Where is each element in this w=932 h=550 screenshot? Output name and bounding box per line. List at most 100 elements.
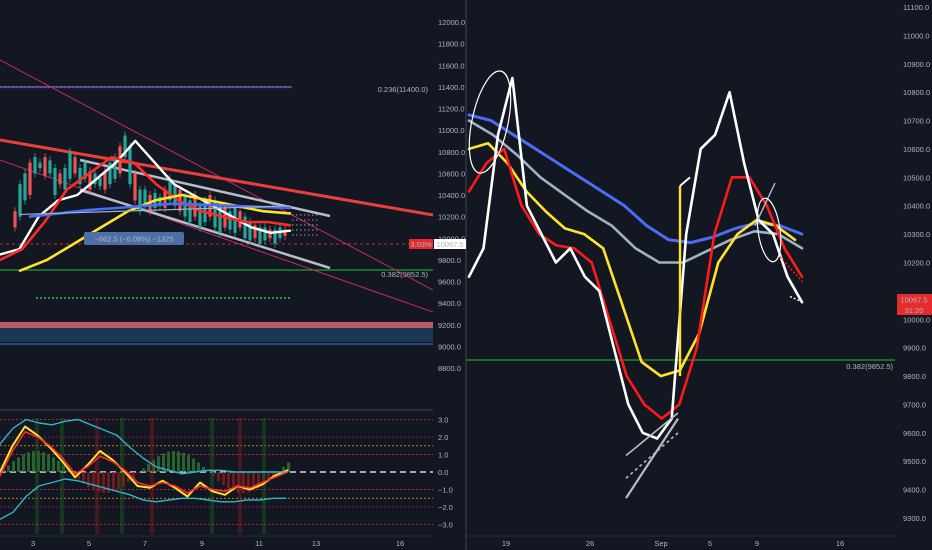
left-ma-line-1 (0, 155, 292, 262)
osc-hist-bar (242, 472, 245, 493)
candle-body (23, 173, 27, 201)
osc-hist-bar (22, 454, 25, 472)
osc-bg-stripe (262, 418, 266, 534)
right-countdown: 31:20 (905, 306, 924, 315)
candle-body (63, 167, 67, 190)
candle-body (103, 171, 107, 190)
osc-hist-bar (7, 465, 10, 472)
candle-body (258, 227, 262, 244)
candle-body (173, 184, 177, 206)
osc-hist-bar (62, 465, 65, 472)
candle-body (68, 151, 72, 179)
osc-bg-stripe (210, 418, 214, 534)
right-grey-diagonal-3 (625, 418, 679, 499)
osc-hist-bar (142, 468, 145, 472)
osc-hist-bar (222, 472, 225, 485)
y-tick-label: 9200.0 (438, 321, 461, 330)
price-tag-left: 10067.5 (436, 240, 463, 249)
osc-hist-bar (122, 472, 125, 487)
pct-tag-bg (409, 239, 433, 249)
osc-hist-bar (257, 472, 260, 489)
y-tick-label: 11000.0 (438, 126, 465, 135)
right-series-slow2 (467, 119, 804, 264)
right-x-tick-label: 26 (586, 539, 594, 548)
osc-bg-stripe (238, 418, 242, 534)
y-tick-label: 10800.0 (438, 148, 465, 157)
osc-y-tick: 1.0 (438, 451, 448, 460)
candle-body (13, 211, 17, 228)
osc-hist-bar (192, 458, 195, 472)
right-y-tick: 10700.0 (903, 117, 930, 126)
osc-hist-bar (247, 472, 250, 493)
candle-body (48, 160, 52, 174)
candle-body (98, 177, 102, 187)
osc-hist-bar (287, 462, 290, 472)
osc-hist-bar (2, 470, 5, 472)
y-tick-label: 11200.0 (438, 105, 465, 114)
osc-hist-bar (282, 466, 285, 472)
right-grey-diagonal-1 (625, 412, 679, 457)
pct-tag: 3.03% (410, 240, 432, 249)
osc-hist-bar (232, 472, 235, 491)
osc-hist-bar (77, 472, 80, 480)
right-x-tick-label: Sep (654, 539, 667, 548)
osc-hist-bar (272, 472, 275, 477)
osc-y-tick: −2.0 (438, 503, 453, 512)
osc-hist-bar (12, 461, 15, 472)
candle-body (283, 229, 287, 237)
right-x-tick-label: 19 (502, 539, 510, 548)
osc-y-tick: 0.0 (438, 468, 448, 477)
right-x-tick-label: 5 (708, 539, 712, 548)
osc-hist-bar (87, 472, 90, 488)
candle-body (243, 216, 247, 239)
candle-body (168, 178, 172, 201)
right-y-tick: 11100.0 (903, 3, 929, 12)
osc-hist-bar (47, 454, 50, 472)
osc-y-tick: −1.0 (438, 486, 453, 495)
osc-bg-stripe (35, 418, 39, 534)
right-x-tick-label: 16 (836, 539, 844, 548)
candle-body (43, 157, 47, 176)
right-y-tick: 10200.0 (903, 259, 930, 268)
osc-y-tick: −3.0 (438, 521, 453, 530)
candle-body (253, 225, 257, 239)
right-x-tick-label: 9 (755, 539, 759, 548)
right-y-tick: 9800.0 (903, 372, 926, 381)
osc-hist-bar (92, 472, 95, 491)
osc-hist-bar (197, 462, 200, 472)
osc-cyan-upper (0, 418, 287, 475)
y-tick-label: 11800.0 (438, 40, 465, 49)
osc-hist-bar (227, 472, 230, 489)
y-tick-label: 12000.0 (438, 18, 465, 27)
osc-hist-bar (157, 456, 160, 472)
x-tick-label: 3 (31, 539, 35, 548)
osc-bg-stripe (60, 418, 64, 534)
right-price-tag: 10067.5 (900, 296, 927, 305)
candle-body (188, 200, 192, 223)
osc-hist-bar (17, 457, 20, 472)
candle-body (218, 205, 222, 233)
right-series-price (467, 76, 804, 440)
measure-label: −662.5 (−6.08%) −1325 (94, 235, 173, 244)
osc-hist-bar (187, 455, 190, 472)
candle-body (183, 197, 187, 217)
candle-body (73, 157, 77, 174)
right-grey-diagonal-2 (625, 432, 679, 479)
candle-body (128, 146, 132, 185)
osc-hist-bar (262, 472, 265, 485)
right-countdown-bg (897, 305, 932, 315)
left-ma-line-3 (28, 202, 292, 218)
osc-hist-bar (102, 472, 105, 493)
osc-hist-bar (212, 472, 215, 477)
right-highlight-ellipse-2 (756, 197, 782, 263)
osc-hist-bar (167, 451, 170, 472)
osc-hist-bar (67, 469, 70, 472)
osc-hist-bar (237, 472, 240, 493)
y-tick-label: 9400.0 (438, 299, 461, 308)
candle-body (228, 211, 232, 230)
y-tick-label: 10400.0 (438, 191, 465, 200)
y-tick-label: 11600.0 (438, 61, 465, 70)
right-grey-diagonal-4 (754, 182, 776, 226)
candle-body (268, 229, 272, 239)
right-y-tick: 10500.0 (903, 173, 930, 182)
